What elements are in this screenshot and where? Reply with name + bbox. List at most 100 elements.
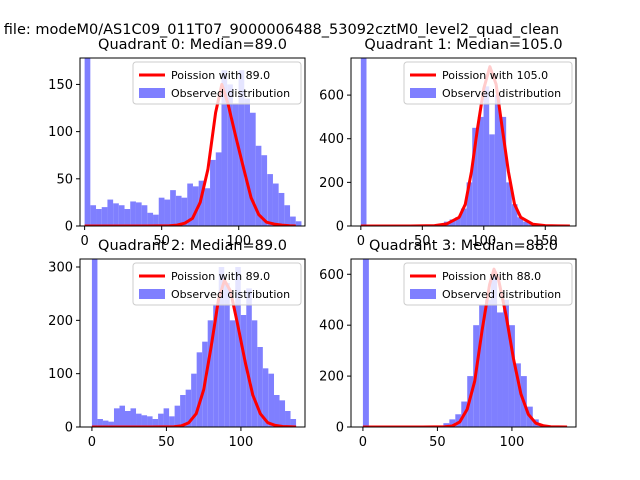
axes-frame <box>350 258 577 428</box>
legend-observed-label: Observed distribution <box>442 87 561 100</box>
legend-box <box>403 262 573 306</box>
histogram-bar <box>84 58 91 226</box>
histogram-bar <box>261 155 268 226</box>
y-tick-label: 600 <box>319 89 344 104</box>
histogram-bar <box>508 325 515 427</box>
histogram-bar <box>235 267 241 427</box>
histogram-bar <box>91 259 98 427</box>
panel-title: Quadrant 0: Median=89.0 <box>98 37 287 53</box>
legend-observed-swatch <box>410 289 436 299</box>
histogram-bar <box>118 205 125 226</box>
histogram-bar <box>125 411 131 427</box>
histogram-bar <box>158 197 165 226</box>
histogram-bar <box>113 408 120 427</box>
histogram-bar <box>135 202 142 226</box>
panel-title: Quadrant 1: Median=105.0 <box>364 37 562 53</box>
histogram-bar <box>449 219 456 226</box>
histogram-bar <box>251 320 258 427</box>
histogram-bar <box>455 217 461 226</box>
histogram-bar <box>455 414 462 427</box>
histogram-bar <box>511 204 518 226</box>
legend-poisson-label: Poission with 88.0 <box>442 270 541 283</box>
histogram-bar <box>175 195 182 226</box>
histogram-bar <box>218 267 225 427</box>
y-tick-label: 100 <box>48 367 73 382</box>
histogram-bar <box>147 416 153 427</box>
histogram-bar <box>249 112 256 226</box>
histogram-bar <box>274 395 280 427</box>
x-tick-label: 50 <box>158 435 175 450</box>
y-tick-label: 0 <box>336 220 344 235</box>
legend-box <box>403 61 573 105</box>
histogram-bar <box>196 352 203 427</box>
axes-frame <box>79 57 306 227</box>
histogram-bar <box>232 103 239 226</box>
axes-frame <box>79 258 306 428</box>
histogram-bar <box>221 70 228 226</box>
histogram-bar <box>491 274 498 427</box>
y-tick-label: 150 <box>48 78 73 93</box>
histogram-bar <box>362 259 369 427</box>
histogram-bar <box>449 419 456 427</box>
y-tick-label: 200 <box>48 314 73 329</box>
histogram-bar <box>180 395 186 427</box>
histogram-bar <box>192 186 199 226</box>
x-tick-label: 0 <box>80 234 88 249</box>
histogram-bar <box>506 182 512 226</box>
histogram-bar <box>108 421 114 427</box>
histogram-bar <box>141 415 148 427</box>
histogram-bar <box>229 320 236 427</box>
y-tick-label: 400 <box>319 132 344 147</box>
x-tick-label: 100 <box>229 435 254 450</box>
histogram-bar <box>101 207 108 226</box>
histogram-bar <box>170 190 176 226</box>
histogram-bar <box>198 180 205 226</box>
y-tick-label: 200 <box>319 176 344 191</box>
y-tick-label: 200 <box>319 370 344 385</box>
x-tick-label: 50 <box>153 234 170 249</box>
histogram-bar <box>244 98 250 226</box>
histogram-bar <box>185 389 192 427</box>
histogram-bar <box>278 192 285 226</box>
legend-poisson-label: Poission with 89.0 <box>171 69 270 82</box>
quadrant-3-panel: 0 50 100 0 200 400 600 Quadrant 3: Median=88.0 P… <box>319 238 577 450</box>
plot-area <box>360 58 570 226</box>
histogram-bar <box>295 221 302 226</box>
histogram-bar <box>113 203 119 226</box>
histogram-bar <box>191 373 197 427</box>
y-tick-label: 0 <box>65 220 73 235</box>
legend-poisson-label: Poission with 89.0 <box>171 270 270 283</box>
histogram-bar <box>502 299 509 427</box>
legend-observed-swatch <box>410 88 436 98</box>
histogram-bar <box>224 283 230 427</box>
histogram-bar <box>238 70 245 226</box>
histogram-bar <box>255 145 262 226</box>
histogram-bar <box>204 188 211 226</box>
legend-observed-label: Observed distribution <box>171 87 290 100</box>
x-tick-label: 150 <box>533 234 558 249</box>
panel-title: Quadrant 3: Median=88.0 <box>369 238 558 254</box>
figure-suptitle: n file: modeM0/AS1C09_011T07_9000006488_… <box>0 22 559 38</box>
histogram-bar <box>262 368 269 427</box>
legend-box <box>132 61 302 105</box>
histogram-bar <box>290 216 296 226</box>
histogram-bar <box>164 199 171 226</box>
histogram-bar <box>479 304 486 427</box>
histogram-bar <box>268 373 275 427</box>
histogram-bar <box>215 152 222 226</box>
histogram-bar <box>497 312 503 427</box>
x-tick-label: 50 <box>414 234 431 249</box>
histogram-bar <box>267 174 273 226</box>
histogram-bar <box>163 408 170 427</box>
histogram-bar <box>290 419 297 427</box>
histogram-bar <box>466 182 473 226</box>
legend-observed-label: Observed distribution <box>442 288 561 301</box>
quadrant-2-panel: 0 50 100 0 100 200 300 Quadrant 2: Median=89.0 P… <box>48 238 306 450</box>
x-tick-label: 50 <box>429 435 446 450</box>
histogram-bar <box>517 217 524 226</box>
histogram-bar <box>210 159 216 226</box>
legend-observed-swatch <box>139 289 165 299</box>
histogram-bar <box>472 127 478 226</box>
histogram-bar <box>102 420 109 427</box>
